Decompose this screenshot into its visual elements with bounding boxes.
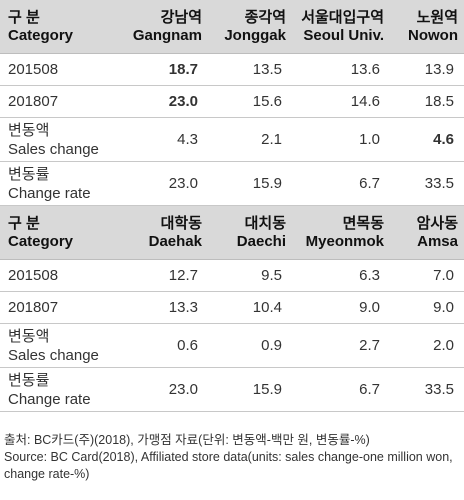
row-label: 변동액 Sales change: [0, 324, 122, 367]
source-note: 출처: BC카드(주)(2018), 가맹점 자료(단위: 변동액-백만 원, …: [4, 432, 460, 483]
cell-value: 9.0: [359, 299, 380, 316]
cell-value: 23.0: [168, 93, 198, 110]
row-label-ko: 변동률: [8, 371, 50, 389]
cell-value: 13.9: [424, 61, 454, 78]
cell-value: 7.0: [433, 267, 454, 284]
header-category: 구 분 Category: [0, 206, 122, 259]
header-category-ko: 구 분: [8, 8, 40, 26]
header-ko: 노원역: [416, 8, 458, 26]
cell-value: 23.0: [168, 381, 198, 398]
row-label-ko: 변동률: [8, 165, 50, 183]
header-ko: 암사동: [416, 214, 458, 232]
cell-value: 33.5: [424, 175, 454, 192]
header-en: Amsa: [417, 232, 458, 250]
cell-value: 12.7: [168, 267, 198, 284]
cell-value: 1.0: [359, 131, 380, 148]
cell-value: 13.3: [168, 299, 198, 316]
cell-value: 33.5: [424, 381, 454, 398]
header-col-daehak: 대학동 Daehak: [122, 206, 208, 259]
table-row: 201807 13.3 10.4 9.0 9.0: [0, 292, 464, 324]
header-ko: 종각역: [244, 8, 286, 26]
table-row: 변동률 Change rate 23.0 15.9 6.7 33.5: [0, 162, 464, 206]
header-en: Myeonmok: [305, 232, 384, 250]
cell-value: 15.9: [252, 381, 282, 398]
header-category-en: Category: [8, 232, 74, 250]
row-label: 변동률 Change rate: [0, 162, 122, 205]
table-row: 변동액 Sales change 0.6 0.9 2.7 2.0: [0, 324, 464, 368]
row-label-ko: 변동액: [8, 327, 50, 345]
cell-value: 15.6: [252, 93, 282, 110]
header-col-myeonmok: 면목동 Myeonmok: [292, 206, 390, 259]
table1-header-row: 구 분 Category 강남역 Gangnam 종각역 Jonggak 서울대…: [0, 0, 464, 54]
row-label-en: Change rate: [8, 390, 91, 408]
header-col-amsa: 암사동 Amsa: [390, 206, 464, 259]
table-row: 201508 12.7 9.5 6.3 7.0: [0, 260, 464, 292]
cell-value: 10.4: [252, 299, 282, 316]
cell-value: 4.6: [433, 131, 454, 148]
header-category-ko: 구 분: [8, 214, 40, 232]
cell-value: 13.6: [350, 61, 380, 78]
source-note-ko: 출처: BC카드(주)(2018), 가맹점 자료(단위: 변동액-백만 원, …: [4, 433, 370, 447]
cell-value: 2.0: [433, 337, 454, 354]
row-label: 201508: [8, 61, 59, 78]
header-en: Seoul Univ.: [303, 26, 384, 44]
table2-header-row: 구 분 Category 대학동 Daehak 대치동 Daechi 면목동 M…: [0, 206, 464, 260]
cell-value: 6.7: [359, 381, 380, 398]
table-row: 변동률 Change rate 23.0 15.9 6.7 33.5: [0, 368, 464, 412]
cell-value: 13.5: [252, 61, 282, 78]
row-label-en: Change rate: [8, 184, 91, 202]
header-col-daechi: 대치동 Daechi: [208, 206, 292, 259]
row-label: 변동액 Sales change: [0, 118, 122, 161]
cell-value: 23.0: [168, 175, 198, 192]
cell-value: 4.3: [177, 131, 198, 148]
row-label: 201807: [8, 299, 59, 316]
header-category: 구 분 Category: [0, 0, 122, 53]
cell-value: 6.3: [359, 267, 380, 284]
row-label: 201508: [8, 267, 59, 284]
header-ko: 면목동: [342, 214, 384, 232]
row-label-ko: 변동액: [8, 121, 50, 139]
cell-value: 0.6: [177, 337, 198, 354]
header-en: Gangnam: [132, 26, 202, 44]
cell-value: 6.7: [359, 175, 380, 192]
header-en: Daechi: [236, 232, 286, 250]
cell-value: 2.7: [359, 337, 380, 354]
header-ko: 대치동: [244, 214, 286, 232]
cell-value: 9.0: [433, 299, 454, 316]
cell-value: 9.5: [261, 267, 282, 284]
table-row: 201508 18.7 13.5 13.6 13.9: [0, 54, 464, 86]
header-col-gangnam: 강남역 Gangnam: [122, 0, 208, 53]
cell-value: 2.1: [261, 131, 282, 148]
header-en: Jonggak: [224, 26, 286, 44]
header-en: Nowon: [408, 26, 458, 44]
row-label: 201807: [8, 93, 59, 110]
cell-value: 18.5: [424, 93, 454, 110]
cell-value: 15.9: [252, 175, 282, 192]
header-en: Daehak: [148, 232, 202, 250]
header-col-jonggak: 종각역 Jonggak: [208, 0, 292, 53]
header-category-en: Category: [8, 26, 74, 44]
data-table: 구 분 Category 강남역 Gangnam 종각역 Jonggak 서울대…: [0, 0, 464, 412]
row-label: 변동률 Change rate: [0, 368, 122, 411]
header-ko: 서울대입구역: [301, 8, 384, 26]
table-row: 201807 23.0 15.6 14.6 18.5: [0, 86, 464, 118]
header-col-seoul-univ: 서울대입구역 Seoul Univ.: [292, 0, 390, 53]
header-ko: 대학동: [160, 214, 202, 232]
row-label-en: Sales change: [8, 346, 99, 364]
cell-value: 14.6: [350, 93, 380, 110]
cell-value: 18.7: [168, 61, 198, 78]
source-note-en: Source: BC Card(2018), Affiliated store …: [4, 450, 453, 481]
header-col-nowon: 노원역 Nowon: [390, 0, 464, 53]
cell-value: 0.9: [261, 337, 282, 354]
header-ko: 강남역: [160, 8, 202, 26]
table-row: 변동액 Sales change 4.3 2.1 1.0 4.6: [0, 118, 464, 162]
row-label-en: Sales change: [8, 140, 99, 158]
